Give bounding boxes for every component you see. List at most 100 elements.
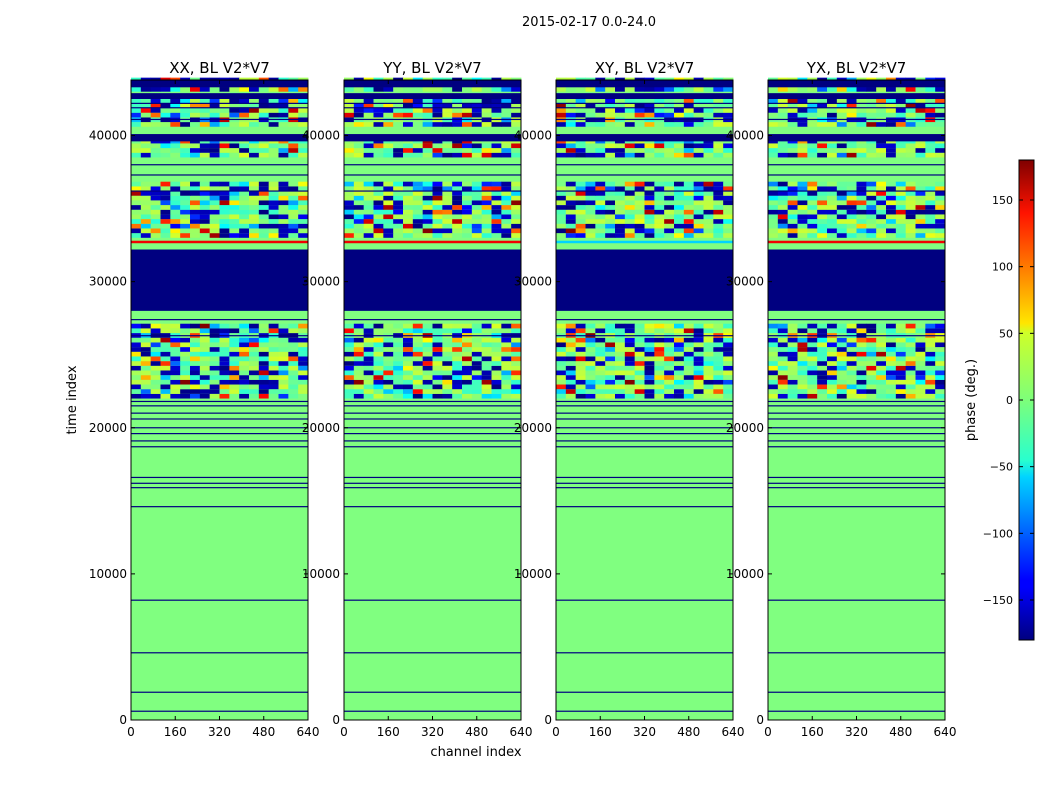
heatmap-cell	[442, 214, 453, 220]
heatmap-cell	[664, 181, 675, 187]
heatmap-cell	[713, 233, 724, 238]
panel-yy: YY, BL V2*V70 160 320 480 640010000200003000…	[302, 59, 533, 760]
heatmap-cell	[905, 195, 916, 201]
heatmap-cell	[422, 228, 433, 234]
heatmap-cell	[373, 393, 384, 399]
heatmap-cell	[373, 181, 384, 187]
heatmap-cell	[190, 200, 201, 206]
heatmap-flagged-line	[556, 710, 733, 712]
heatmap-cell	[403, 112, 414, 118]
heatmap-cell	[403, 233, 414, 238]
heatmap-cell	[353, 337, 365, 343]
heatmap-cell	[595, 108, 606, 113]
heatmap-cell	[915, 181, 926, 187]
heatmap-cell	[768, 152, 779, 158]
heatmap-cell	[258, 148, 270, 153]
heatmap-cell	[664, 351, 675, 357]
heatmap-cell	[491, 143, 502, 149]
heatmap-cell	[768, 209, 779, 215]
heatmap-cell	[827, 223, 838, 229]
heatmap-cell	[595, 112, 606, 118]
heatmap-cell	[817, 205, 828, 210]
heatmap-cell	[199, 223, 211, 229]
heatmap-cell	[556, 365, 567, 371]
heatmap-cell	[140, 148, 152, 153]
heatmap-row	[131, 214, 309, 220]
heatmap-cell	[462, 233, 473, 238]
heatmap-cell	[565, 148, 577, 153]
heatmap-cell	[481, 143, 492, 149]
heatmap-cell	[363, 195, 374, 201]
heatmap-cell	[268, 223, 279, 229]
heatmap-cell	[787, 108, 798, 113]
heatmap-cell	[258, 209, 270, 215]
x-tick-label: 0	[552, 725, 560, 739]
heatmap-cell	[836, 233, 848, 238]
panel-yx: YX, BL V2*V70 160 320 480 640010000200003000…	[726, 59, 957, 739]
heatmap-cell	[886, 98, 897, 104]
heatmap-row	[131, 228, 309, 234]
heatmap-cell	[131, 389, 142, 394]
heatmap-cell	[664, 393, 675, 399]
heatmap-cell	[268, 337, 279, 343]
heatmap-cell	[150, 181, 161, 187]
heatmap-cell	[239, 393, 250, 399]
heatmap-cell	[229, 112, 240, 118]
heatmap-cell	[895, 98, 907, 104]
heatmap-row	[131, 347, 309, 352]
heatmap-cell	[605, 87, 616, 92]
heatmap-cell	[363, 393, 374, 399]
heatmap-cell	[575, 122, 586, 127]
heatmap-cell	[462, 148, 473, 153]
heatmap-cell	[644, 233, 655, 238]
heatmap-cell	[278, 200, 289, 206]
heatmap-cell	[403, 205, 414, 210]
heatmap-cell	[768, 98, 779, 104]
heatmap-cell	[501, 209, 512, 215]
heatmap-cell	[258, 200, 270, 206]
heatmap-cell	[886, 351, 897, 357]
heatmap-cell	[481, 347, 492, 352]
heatmap-cell	[412, 379, 424, 385]
heatmap-cell	[150, 143, 161, 149]
heatmap-cell	[249, 356, 260, 362]
heatmap-cell	[432, 389, 443, 394]
heatmap-cell	[585, 181, 596, 187]
heatmap-cell	[654, 186, 665, 192]
heatmap-cell	[491, 87, 502, 92]
heatmap-cell	[683, 233, 695, 238]
heatmap-cell	[180, 323, 191, 329]
heatmap-cell	[615, 351, 626, 357]
heatmap-cell	[787, 98, 798, 104]
heatmap-cell	[595, 223, 606, 229]
heatmap-cell	[150, 200, 161, 206]
heatmap-cell	[827, 375, 838, 380]
heatmap-cell	[511, 219, 522, 224]
heatmap-cell	[511, 379, 522, 385]
heatmap-cell	[199, 200, 211, 206]
heatmap-row	[131, 342, 309, 348]
heatmap-cell	[856, 152, 867, 158]
heatmap-cell	[846, 186, 857, 192]
heatmap-cell	[703, 209, 714, 215]
heatmap-cell	[777, 370, 789, 376]
heatmap-cell	[925, 148, 936, 153]
heatmap-cell	[703, 365, 714, 371]
heatmap-cell	[150, 328, 161, 334]
heatmap-row	[768, 365, 946, 371]
heatmap-cell	[674, 191, 685, 196]
heatmap-cell	[856, 365, 867, 371]
heatmap-cell	[856, 356, 867, 362]
heatmap-flagged-line	[131, 118, 308, 121]
heatmap-cell	[624, 112, 636, 118]
heatmap-cell	[787, 384, 798, 390]
heatmap-cell	[565, 384, 577, 390]
heatmap-cell	[491, 205, 502, 210]
heatmap-cell	[866, 181, 877, 187]
heatmap-cell	[219, 112, 230, 118]
heatmap-flagged-line	[344, 164, 521, 166]
heatmap-cell	[565, 87, 577, 92]
heatmap-cell	[353, 379, 365, 385]
heatmap-cell	[674, 143, 685, 149]
